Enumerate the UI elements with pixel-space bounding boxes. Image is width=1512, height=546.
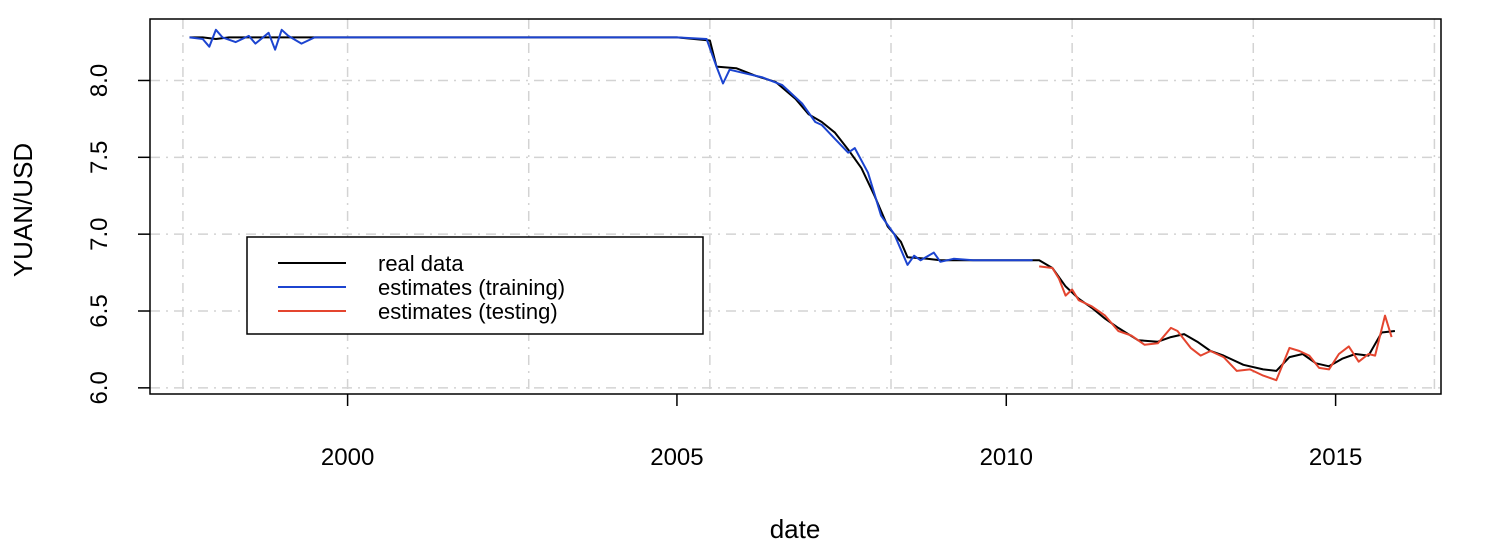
x-tick-label: 2010 <box>980 444 1033 471</box>
y-tick-label: 8.0 <box>86 64 113 97</box>
series-line-estimates-testing <box>1039 265 1393 382</box>
y-tick-label: 7.5 <box>86 141 113 174</box>
x-tick-label: 2005 <box>650 444 703 471</box>
x-axis: 2000 2005 2010 2015 <box>321 394 1362 471</box>
legend-label-estimates-testing: estimates (testing) <box>378 299 558 324</box>
y-tick-label: 7.0 <box>86 217 113 250</box>
series-line-estimates-training <box>189 28 1033 266</box>
legend-label-real-data: real data <box>378 251 464 276</box>
y-tick-label: 6.0 <box>86 371 113 404</box>
legend-label-estimates-training: estimates (training) <box>378 275 565 300</box>
y-axis: 6.0 6.5 7.0 7.5 8.0 <box>86 64 150 405</box>
series-layer <box>189 28 1396 382</box>
x-tick-label: 2015 <box>1309 444 1362 471</box>
legend: real data estimates (training) estimates… <box>246 236 704 335</box>
y-tick-label: 6.5 <box>86 294 113 327</box>
y-axis-title: YUAN/USD <box>8 143 38 277</box>
legend-box <box>246 236 704 335</box>
grid-lines <box>150 19 1441 394</box>
x-tick-label: 2000 <box>321 444 374 471</box>
plot-frame <box>149 18 1442 395</box>
x-axis-title: date <box>770 514 821 544</box>
